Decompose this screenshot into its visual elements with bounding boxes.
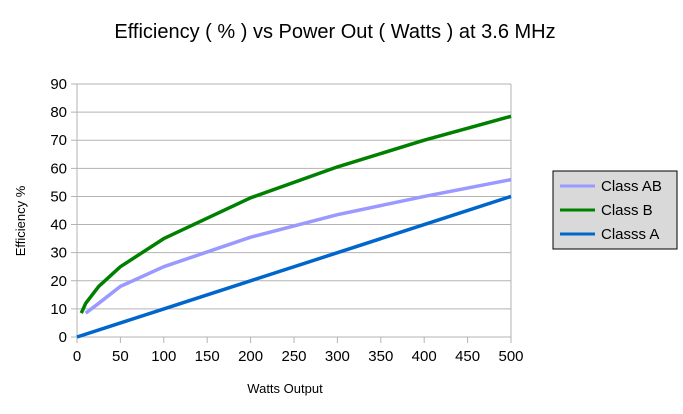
- grid-lines: [71, 83, 511, 338]
- x-tick-labels: 0 50 100 150 200 250 300 350 400 450 500: [73, 348, 524, 365]
- axes: [76, 84, 512, 343]
- x-tick-label: 350: [368, 348, 393, 365]
- y-tick-label: 0: [59, 329, 67, 346]
- y-tick-label: 30: [50, 245, 67, 262]
- y-tick-label: 70: [50, 132, 67, 149]
- series-lines: [76, 114, 512, 339]
- legend: Class AB Class B Classs A: [552, 170, 678, 250]
- x-tick-label: 150: [195, 348, 220, 365]
- chart-title: Efficiency ( % ) vs Power Out ( Watts ) …: [114, 21, 555, 43]
- legend-label: Class B: [601, 202, 653, 219]
- x-tick-label: 400: [412, 348, 437, 365]
- x-tick-label: 500: [498, 348, 523, 365]
- y-tick-label: 10: [50, 301, 67, 318]
- x-tick-label: 250: [281, 348, 306, 365]
- series-line-class-b: [79, 114, 512, 314]
- x-tick-label: 0: [73, 348, 81, 365]
- y-tick-label: 60: [50, 160, 67, 177]
- x-tick-label: 450: [455, 348, 480, 365]
- y-tick-label: 40: [50, 217, 67, 234]
- x-tick-label: 300: [325, 348, 350, 365]
- series-line-class-ab: [84, 177, 512, 315]
- y-tick-label: 90: [50, 76, 67, 93]
- legend-label: Class AB: [601, 178, 662, 195]
- x-tick-label: 100: [151, 348, 176, 365]
- series-line-classs-a: [76, 194, 512, 339]
- x-tick-label: 50: [112, 348, 129, 365]
- y-tick-label: 80: [50, 104, 67, 121]
- y-axis-label: Efficiency %: [13, 185, 28, 256]
- x-tick-label: 200: [238, 348, 263, 365]
- y-tick-label: 50: [50, 188, 67, 205]
- x-axis-label: Watts Output: [247, 381, 323, 396]
- y-tick-labels: 0 10 20 30 40 50 60 70 80 90: [50, 76, 67, 346]
- legend-label: Classs A: [601, 226, 659, 243]
- y-tick-label: 20: [50, 273, 67, 290]
